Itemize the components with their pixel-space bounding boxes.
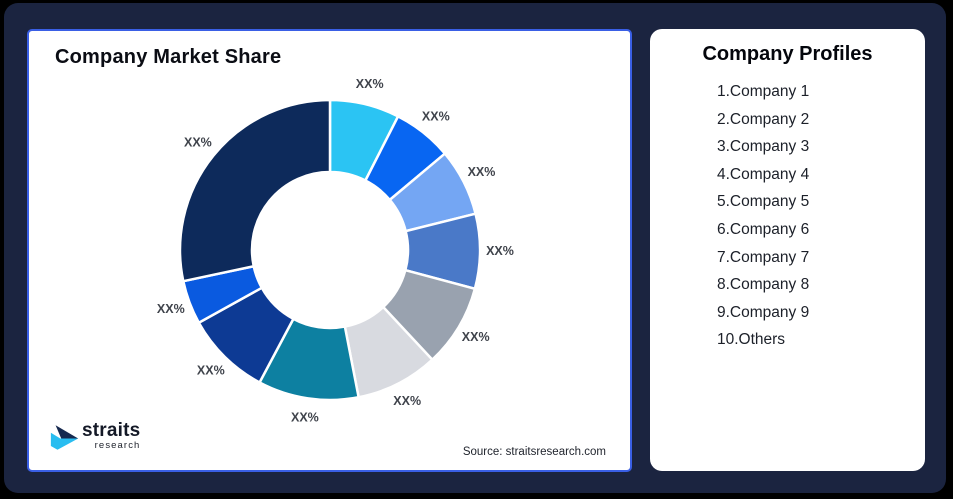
logo-subtitle: research (94, 440, 141, 451)
company-list: 1.Company 1 2.Company 2 3.Company 3 4.Compa… (717, 78, 809, 354)
slice-label-7: XX% (291, 410, 319, 424)
company-list-item: 1.Company 1 (717, 83, 810, 100)
slice-label-4: XX% (486, 244, 514, 258)
company-list-item: 3.Company 3 (717, 138, 810, 156)
company-list-item: 5.Company 5 (717, 193, 810, 211)
slice-label-6: XX% (393, 394, 421, 408)
slice-label-2: XX% (422, 109, 450, 123)
donut-slice-10 (178, 98, 332, 283)
source-attribution: Source: straitsresearch.com (462, 446, 606, 458)
slice-label-5: XX% (462, 330, 490, 344)
straits-research-logo: straits research (49, 421, 140, 452)
company-profiles-card: Company Profiles 1.Company 1 2.Company 2 3… (650, 29, 925, 471)
slice-label-8: XX% (197, 364, 225, 378)
slice-label-9: XX% (157, 302, 185, 316)
market-share-donut-chart: XX% XX% XX% XX% XX% XX% XX% XX% XX% XX% (157, 77, 514, 424)
slice-label-10: XX% (184, 135, 212, 149)
logo-text: straits research (82, 421, 140, 451)
company-list-item: 2.Company 2 (717, 110, 810, 128)
company-list-item: 6.Company 6 (717, 220, 810, 238)
market-share-card: Company Market Share XX% XX% XX% XX% XX% XX% X… (27, 29, 632, 472)
profiles-title: Company Profiles (702, 43, 873, 65)
logo-wordmark: straits (82, 420, 141, 441)
company-list-item: 9.Company 9 (717, 303, 810, 321)
company-list-item: 8.Company 8 (717, 276, 810, 294)
straits-logo-icon (50, 425, 79, 450)
chart-title: Company Market Share (55, 46, 282, 68)
slice-label-3: XX% (468, 165, 496, 179)
company-list-item: 10.Others (717, 331, 786, 349)
company-list-item: 4.Company 4 (717, 165, 810, 183)
company-list-item: 7.Company 7 (717, 248, 810, 266)
slice-label-1: XX% (356, 77, 384, 91)
